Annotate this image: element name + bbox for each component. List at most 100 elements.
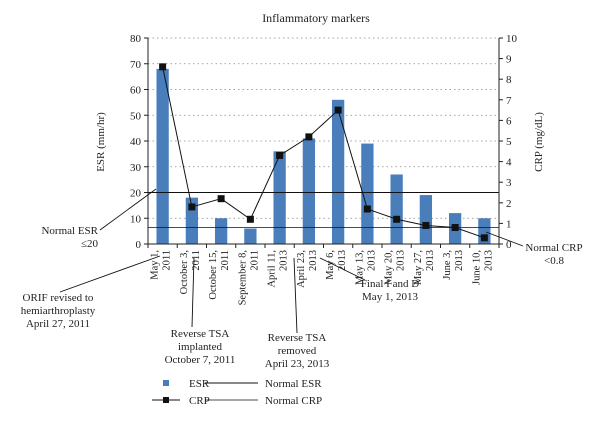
crp-point-5	[276, 151, 284, 159]
crp-point-2	[188, 203, 196, 211]
legend-normal-esr-label: Normal ESR	[265, 378, 322, 390]
annotation-normal-esr-line-1: Normal ESR	[41, 225, 98, 237]
y2-tick-label-0: 0	[506, 239, 512, 251]
y-tick-label-0: 0	[136, 239, 142, 251]
x-tick-label-7-2: 2013	[337, 250, 348, 271]
x-tick-label-11-2: 2013	[454, 250, 465, 271]
crp-point-1	[159, 63, 167, 71]
annotation-normal-crp-line-1: Normal CRP	[525, 242, 582, 254]
crp-point-12	[480, 234, 488, 242]
y-tick-label-60: 60	[130, 85, 142, 97]
y2-axis-label: CRP (mg/dL)	[533, 112, 545, 172]
esr-bar-9	[390, 174, 403, 244]
annotation-final-id-line-2: May 1, 2013	[362, 291, 418, 303]
crp-point-3	[217, 195, 225, 203]
annotation-tsa-implanted-line-3: October 7, 2011	[165, 354, 236, 366]
y2-tick-label-6: 6	[506, 115, 512, 127]
y2-tick-label-7: 7	[506, 95, 512, 107]
y2-tick-label-2: 2	[506, 198, 512, 210]
y-tick-label-70: 70	[130, 59, 142, 71]
legend-crp-marker	[163, 397, 169, 403]
crp-point-7	[334, 106, 342, 114]
esr-bar-8	[361, 143, 374, 244]
x-tick-label-3-1: October 15,	[208, 250, 219, 300]
x-tick-label-12-2: 2013	[483, 250, 494, 271]
annotation-orif-line-1: ORIF revised to	[23, 292, 94, 304]
annotation-final-id-line-1: Final I and D	[361, 278, 419, 290]
x-tick-label-7-1: May 6,	[325, 250, 336, 280]
axes: 0 10 20 30 40 50 60 70 80 0 1 2 3 4 5 6 7 8 9 10	[130, 33, 518, 251]
y-tick-label-80: 80	[130, 33, 142, 45]
y2-tick-label-5: 5	[506, 136, 512, 148]
annotation-normal-crp-line-2: <0.8	[544, 255, 564, 267]
x-tick-label-2-1: October 3,	[179, 250, 190, 294]
y-tick-label-20: 20	[130, 188, 142, 200]
x-tick-label-5-1: April 11,	[267, 250, 278, 288]
gridlines	[148, 37, 499, 219]
y-tick-label-40: 40	[130, 136, 142, 148]
esr-bar-4	[244, 228, 257, 244]
x-tick-labels: May 1, 2011 October 3, 2011 October 15, 2011 S…	[150, 250, 495, 305]
x-tick-label-5-2: 2013	[279, 250, 290, 271]
crp-point-11	[451, 224, 459, 232]
y2-tick-label-10: 10	[506, 33, 518, 45]
leader-final-id	[319, 257, 366, 281]
annotation-tsa-removed-line-2: removed	[278, 345, 317, 357]
esr-bar-10	[419, 195, 433, 244]
x-tick-label-9-2: 2013	[396, 250, 407, 271]
legend-normal-crp-label: Normal CRP	[265, 395, 322, 407]
legend-esr-label: ESR	[189, 378, 210, 390]
x-tick-label-12-1: June 10,	[471, 250, 482, 285]
leader-normal-crp	[485, 231, 524, 247]
x-tick-label-8-1: May 13,	[354, 250, 365, 285]
crp-line	[162, 66, 485, 239]
leader-tsa-removed	[293, 257, 298, 334]
x-tick-label-10-1: May 27,	[413, 250, 424, 285]
annotation-orif-line-3: April 27, 2011	[26, 318, 90, 330]
leader-tsa-implanted	[191, 257, 195, 328]
esr-bar-7	[331, 99, 345, 244]
x-tick-label-1-2: 2011	[162, 250, 173, 271]
annotation-tsa-implanted-line-1: Reverse TSA	[171, 328, 230, 340]
x-tick-label-6-1: April 23,	[296, 250, 307, 288]
esr-bar-3	[214, 218, 228, 244]
annotation-orif-line-2: hemiarthroplasty	[21, 305, 96, 317]
y-tick-label-50: 50	[130, 110, 142, 122]
x-tick-label-11-1: June 3,	[442, 250, 453, 280]
x-tick-label-8-2: 2013	[366, 250, 377, 271]
crp-point-6	[305, 133, 313, 141]
legend-crp-label: CRP	[189, 395, 210, 407]
reference-lines	[148, 191, 499, 228]
x-tick-label-4-2: 2011	[249, 250, 260, 271]
esr-bar-5	[273, 151, 286, 244]
esr-bar-1	[156, 68, 169, 245]
x-tick-label-6-2: 2013	[308, 250, 319, 271]
annotation-normal-esr-line-2: ≤20	[81, 238, 99, 250]
y-tick-label-30: 30	[130, 162, 142, 174]
x-tick-label-3-2: 2011	[220, 250, 231, 271]
x-tick-label-9-1: May 20,	[384, 250, 395, 285]
chart-title: Inflammatory markers	[262, 11, 370, 25]
y2-tick-label-4: 4	[506, 157, 512, 169]
esr-bar-6	[302, 138, 316, 244]
crp-point-4	[246, 215, 254, 223]
annotations: Normal ESR≤20 Normal CRP<0.8 ORIF revised …	[21, 188, 583, 370]
crp-series	[159, 63, 488, 242]
y2-tick-label-9: 9	[506, 54, 512, 66]
x-tick-label-10-2: 2013	[425, 250, 436, 271]
x-tick-label-2-2: 2011	[191, 250, 202, 271]
legend-esr-swatch	[163, 380, 169, 386]
x-tick-label-4-1: September 8,	[237, 250, 248, 305]
annotation-tsa-removed-line-3: April 23, 2013	[265, 358, 330, 370]
annotation-tsa-implanted-line-2: implanted	[178, 341, 222, 353]
crp-point-9	[393, 215, 401, 223]
y-tick-label-10: 10	[130, 213, 142, 225]
annotation-tsa-removed-line-1: Reverse TSA	[268, 332, 327, 344]
y2-tick-label-8: 8	[506, 74, 512, 86]
leader-normal-esr	[99, 188, 157, 231]
crp-point-10	[422, 221, 430, 229]
y2-tick-label-3: 3	[506, 177, 512, 189]
leader-orif	[59, 255, 161, 293]
x-tick-label-1-1: May 1,	[150, 250, 161, 280]
